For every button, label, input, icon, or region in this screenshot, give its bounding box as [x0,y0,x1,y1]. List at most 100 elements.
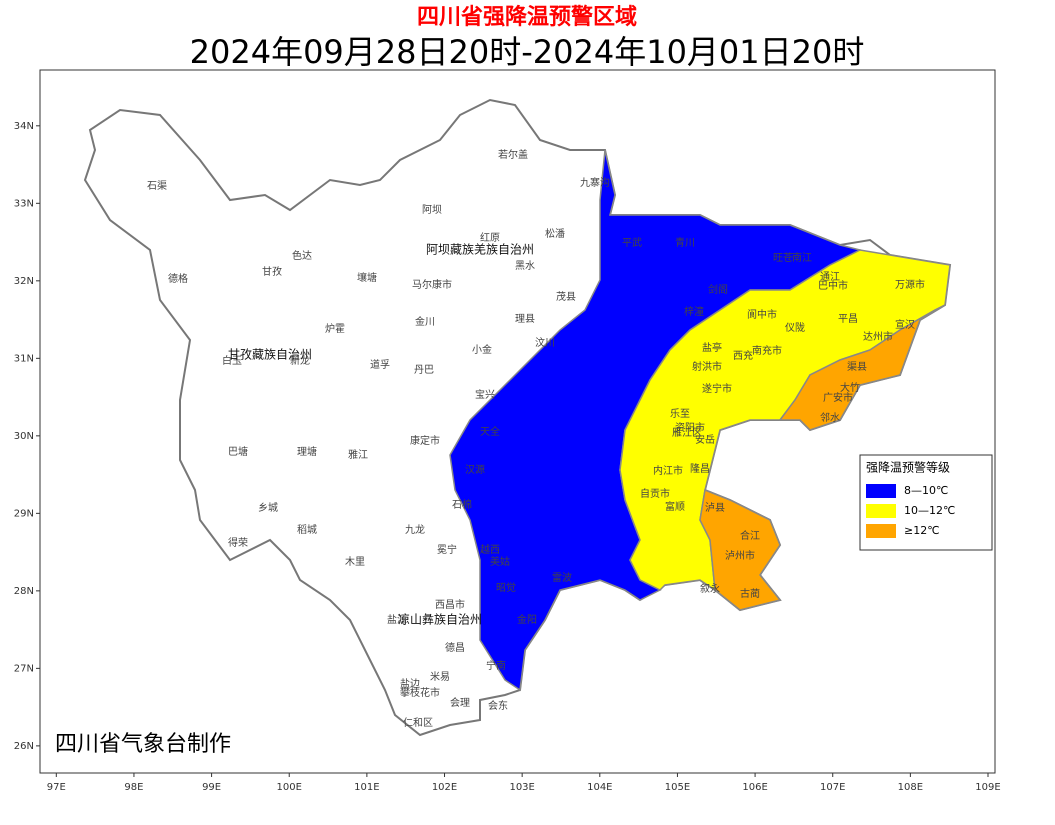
y-tick-label: 30N [14,431,34,442]
place-label: 丹巴 [414,364,434,376]
place-label: 茂县 [556,290,576,303]
y-tick-label: 27N [14,663,34,674]
place-label: 德昌 [445,641,465,654]
place-label: 冕宁 [437,543,457,556]
place-label: 宁南 [486,659,506,672]
place-label: 阿坝藏族羌族自治州 [426,243,534,257]
place-label: 金川 [415,315,435,328]
place-label: 德格 [168,272,188,285]
y-tick-label: 28N [14,586,34,597]
x-tick-label: 108E [898,782,923,793]
place-label: 攀枝花市 [400,686,440,699]
place-label: 剑阁 [708,283,728,296]
place-label: 平武 [622,236,642,249]
place-label: 南充市 [752,344,782,357]
place-label: 古蔺 [740,587,760,600]
legend-swatch [866,524,896,538]
place-label: 小金 [472,343,492,356]
warning-zone [778,304,946,431]
x-tick-label: 97E [47,782,66,793]
x-tick-label: 102E [432,782,457,793]
x-tick-label: 106E [742,782,767,793]
place-label: 仪陇 [785,321,805,334]
place-label: 资阳市 [675,421,705,434]
x-tick-label: 105E [665,782,690,793]
place-label: 稻城 [297,524,317,536]
place-label: 雷波 [552,571,572,584]
credit: 四川省气象台制作 [55,732,231,757]
place-label: 泸州市 [725,549,755,562]
place-label: 盐亭 [702,341,722,354]
x-tick-label: 101E [354,782,379,793]
place-label: 遂宁市 [702,382,732,395]
x-tick-label: 98E [124,782,143,793]
place-label: 泸县 [705,502,725,514]
place-label: 天全 [480,425,500,438]
place-label: 叙永 [700,582,720,595]
place-label: 若尔盖 [498,148,528,161]
place-label: 渠县 [847,361,867,373]
place-label: 炉霍 [325,323,345,335]
place-label: 仁和区 [403,717,433,729]
place-label: 自贡市 [640,487,670,500]
place-label: 旺苍 [773,251,793,264]
place-label: 万源市 [895,278,925,291]
place-label: 汶川 [535,336,555,349]
place-label: 平昌 [838,313,858,325]
place-label: 乡城 [258,502,278,514]
place-label: 九寨沟 [580,176,610,189]
y-tick-label: 29N [14,508,34,519]
place-label: 广安市 [823,391,853,404]
place-label: 阆中市 [747,308,777,321]
place-label: 乐至 [670,408,690,420]
place-label: 甘孜藏族自治州 [228,348,312,362]
warning-zone [699,488,782,611]
place-label: 红原 [480,231,500,244]
place-label: 黑水 [515,260,535,272]
place-label: 富顺 [665,500,685,513]
y-tick-label: 31N [14,353,34,364]
place-label: 雁江区 [672,427,702,439]
legend-label: ≥12℃ [904,524,940,537]
place-label: 盐源 [387,613,407,626]
place-label: 九龙 [405,523,425,536]
place-label: 射洪市 [692,360,722,373]
x-tick-label: 107E [820,782,845,793]
place-label: 巴塘 [228,445,248,458]
place-label: 安岳 [695,433,715,446]
place-label: 得荣 [228,537,248,549]
legend-label: 8—10℃ [904,484,948,497]
place-label: 合江 [740,529,760,542]
legend-label: 10—12℃ [904,504,955,517]
y-tick-label: 26N [14,741,34,752]
place-label: 巴中市 [818,279,848,292]
place-label: 青川 [675,236,695,249]
place-label: 白玉 [222,354,242,367]
place-label: 昭觉 [496,582,516,594]
place-label: 隆昌 [690,462,710,475]
subtitle: 2024年09月28日20时-2024年10月01日20时 [190,33,865,71]
place-label: 南江 [792,251,812,264]
y-tick-label: 32N [14,276,34,287]
place-label: 色达 [292,249,312,262]
place-label: 宣汉 [895,318,915,331]
place-label: 宝兴 [475,388,495,401]
place-label: 石渠 [147,180,167,192]
place-label: 美姑 [490,555,510,568]
place-label: 越西 [480,543,500,556]
place-label: 雅江 [348,448,368,461]
x-tick-label: 103E [509,782,534,793]
place-label: 金阳 [517,613,537,626]
place-label: 米易 [430,670,450,683]
place-label: 甘孜 [262,265,282,278]
x-tick-label: 99E [202,782,221,793]
legend-swatch [866,484,896,498]
y-tick-label: 34N [14,121,34,132]
place-label: 马尔康市 [412,278,452,291]
y-tick-label: 33N [14,198,34,209]
x-tick-label: 104E [587,782,612,793]
place-label: 理塘 [297,445,317,458]
legend-swatch [866,504,896,518]
